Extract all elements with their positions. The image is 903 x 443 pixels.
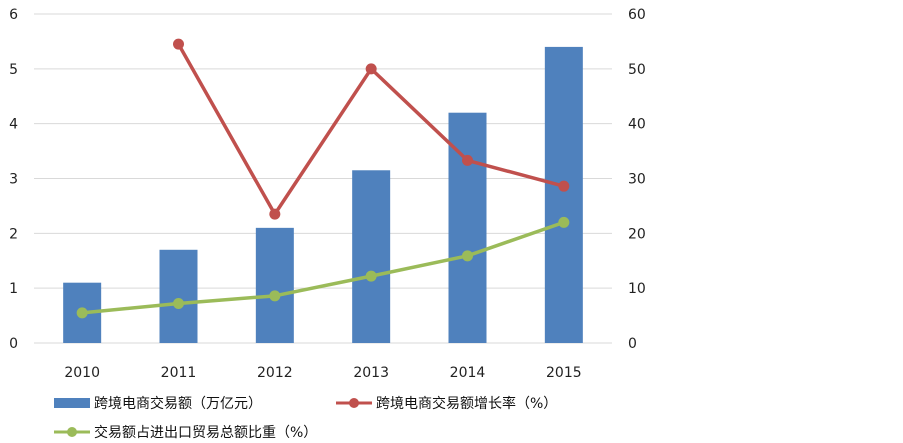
data-point [365, 270, 377, 282]
legend-label: 跨境电商交易额（万亿元） [94, 395, 262, 412]
data-point [365, 63, 377, 75]
x-tick-label: 2012 [257, 365, 293, 381]
right-tick-label: 50 [628, 62, 646, 78]
data-point [173, 298, 184, 310]
x-tick-label: 2014 [450, 365, 486, 381]
legend: 跨境电商交易额（万亿元） 跨境电商交易额增长率（%） 交易额占进出口贸易总额比重（%… [54, 395, 557, 441]
left-tick-label: 0 [9, 336, 18, 352]
data-point [462, 154, 473, 166]
left-tick-label: 5 [9, 62, 18, 78]
bar [448, 112, 487, 343]
legend-item: 交易额占进出口贸易总额比重（%） [54, 424, 317, 441]
data-point [269, 208, 281, 220]
left-tick-label: 3 [9, 172, 18, 188]
legend-label: 交易额占进出口贸易总额比重（%） [94, 424, 317, 441]
data-point [558, 216, 570, 228]
right-tick-label: 40 [628, 117, 646, 133]
bar [255, 227, 294, 343]
bar [544, 46, 583, 344]
gridlines [34, 13, 612, 344]
line-series [76, 38, 570, 319]
data-point [462, 250, 473, 262]
x-tick-label: 2011 [161, 365, 197, 381]
bar [159, 249, 198, 343]
left-tick-label: 4 [9, 117, 18, 133]
left-axis-ticks: 0 1 2 3 4 5 6 [9, 7, 18, 352]
x-tick-label: 2015 [546, 365, 582, 381]
legend-item: 跨境电商交易额（万亿元） [54, 395, 262, 412]
legend-swatch [54, 398, 90, 408]
right-axis-ticks: 0 10 20 30 40 50 60 [628, 7, 646, 352]
left-tick-label: 1 [9, 281, 18, 297]
bar-series [63, 46, 583, 344]
legend-marker [67, 427, 77, 437]
legend-item: 跨境电商交易额增长率（%） [336, 395, 557, 412]
data-point [76, 307, 88, 319]
right-tick-label: 20 [628, 226, 646, 242]
data-point [558, 180, 570, 192]
x-tick-label: 2013 [353, 365, 389, 381]
right-tick-label: 10 [628, 281, 646, 297]
left-tick-label: 2 [9, 226, 18, 242]
right-tick-label: 60 [628, 7, 646, 23]
data-point [269, 290, 281, 302]
series-line [81, 220, 565, 315]
right-tick-label: 0 [628, 336, 637, 352]
x-tick-label: 2010 [64, 365, 100, 381]
bar [352, 170, 391, 343]
legend-label: 跨境电商交易额增长率（%） [376, 395, 557, 412]
right-tick-label: 30 [628, 172, 646, 188]
x-axis-ticks: 2010 2011 2012 2013 2014 2015 [64, 365, 581, 381]
left-tick-label: 6 [9, 7, 18, 23]
legend-marker [349, 398, 359, 408]
data-point [173, 38, 184, 50]
